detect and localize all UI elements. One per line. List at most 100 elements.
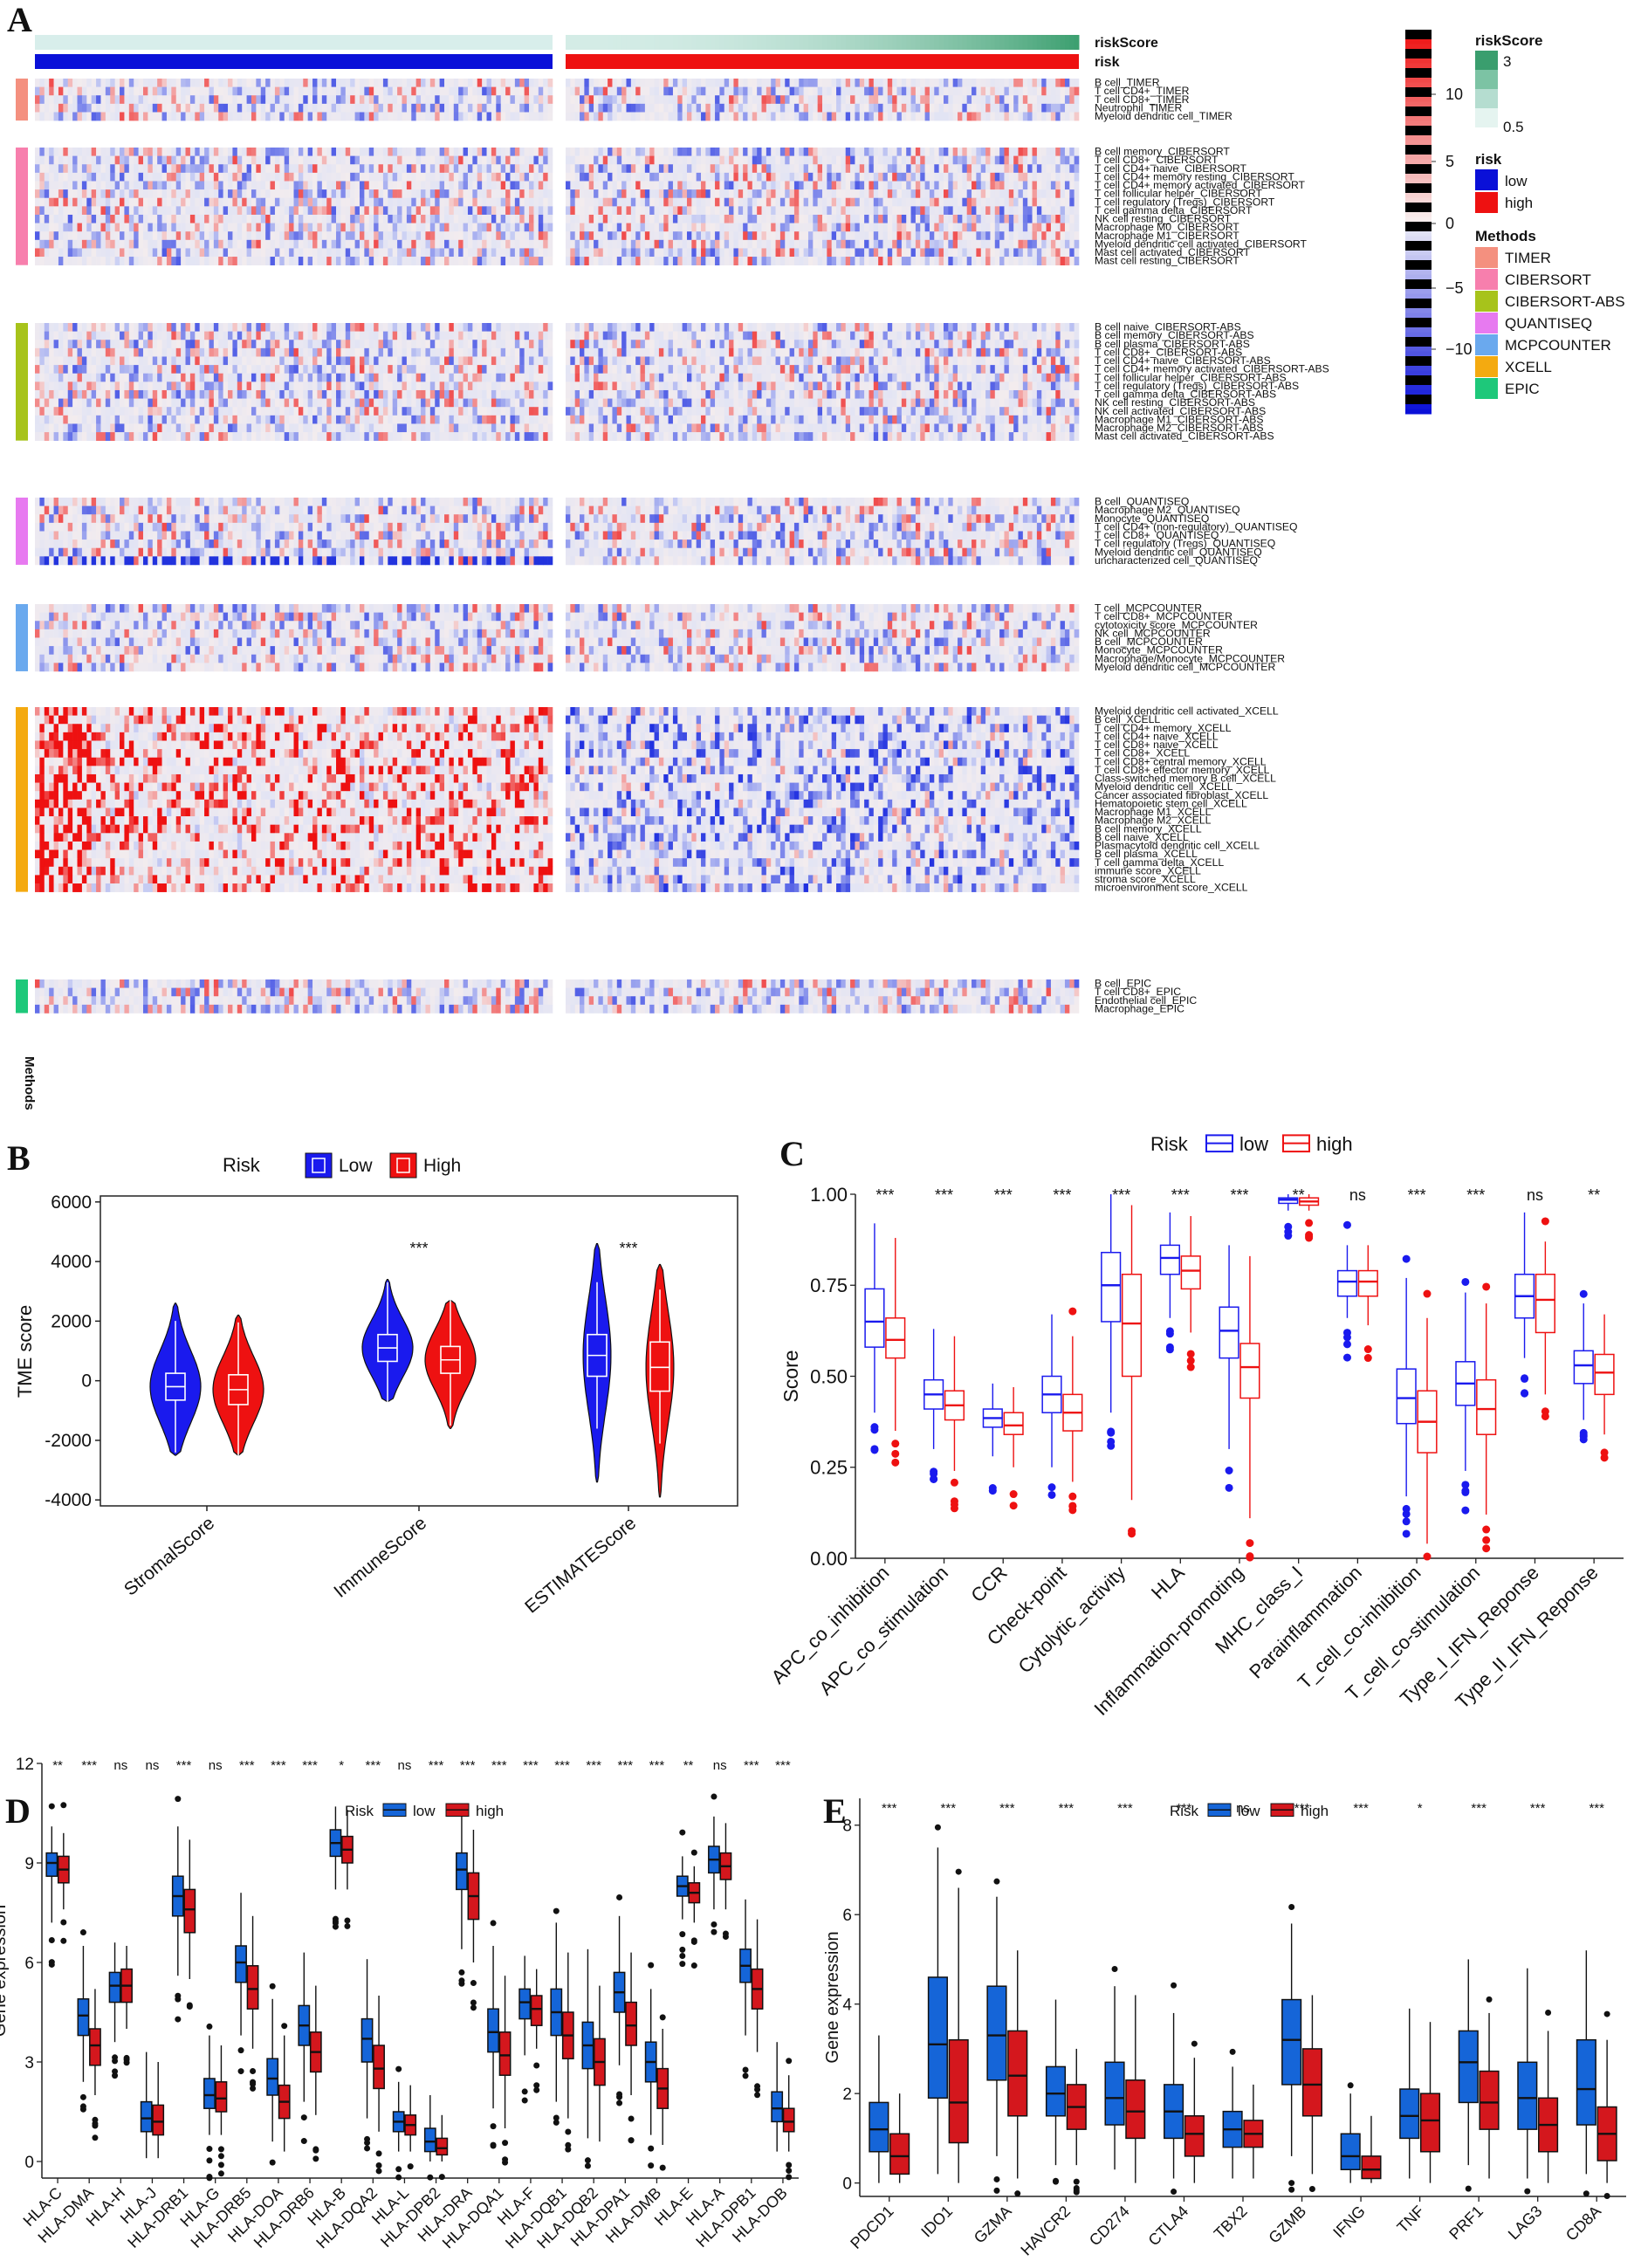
heatmap-cell	[482, 331, 487, 340]
heatmap-cell	[831, 103, 837, 113]
heatmap-cell	[952, 103, 958, 113]
heatmap-cell	[649, 231, 655, 241]
heatmap-cell	[505, 248, 511, 258]
heatmap-cell	[668, 223, 674, 232]
heatmap-cell	[924, 155, 930, 165]
heatmap-cell	[204, 112, 209, 121]
heatmap-cell	[397, 148, 402, 156]
heatmap-cell	[658, 197, 664, 207]
heatmap-cell	[663, 248, 669, 258]
heatmap-cell	[943, 239, 949, 249]
heatmap-cell	[161, 323, 168, 332]
heatmap-cell	[171, 340, 177, 349]
heatmap-cell	[317, 164, 323, 174]
heatmap-cell	[110, 340, 115, 349]
heatmap-cell	[105, 112, 111, 121]
heatmap-cell	[303, 86, 308, 96]
heatmap-cell	[128, 239, 134, 249]
heatmap-cell	[435, 86, 440, 96]
heatmap-cell	[378, 181, 384, 190]
heatmap-cell	[374, 239, 379, 249]
heatmap-cell	[44, 323, 50, 332]
heatmap-cell	[789, 86, 795, 96]
heatmap-cell	[799, 214, 804, 223]
heatmap-cell	[533, 86, 539, 96]
heatmap-cell	[439, 172, 445, 182]
heatmap-cell	[999, 231, 1005, 241]
heatmap-cell	[686, 181, 692, 190]
heatmap-cell	[966, 223, 972, 232]
heatmap-cell	[505, 331, 511, 340]
heatmap-cell	[836, 155, 841, 165]
heatmap-cell	[910, 231, 917, 241]
heatmap-cell	[710, 189, 716, 199]
heatmap-cell	[855, 197, 861, 207]
heatmap-cell	[887, 155, 893, 165]
heatmap-cell	[449, 148, 455, 156]
heatmap-cell	[35, 86, 40, 96]
heatmap-cell	[100, 95, 106, 105]
heatmap-cell	[392, 223, 398, 232]
heatmap-cell	[672, 239, 678, 249]
heatmap-cell	[686, 206, 692, 216]
heatmap-cell	[608, 148, 613, 156]
heatmap-cell	[307, 155, 313, 165]
heatmap-cell	[331, 214, 337, 223]
heatmap-cell	[626, 257, 632, 265]
heatmap-cell	[514, 206, 520, 216]
heatmap-cell	[640, 181, 646, 190]
heatmap-cell	[359, 112, 365, 121]
heatmap-cell	[1004, 148, 1010, 156]
heatmap-cell	[274, 148, 280, 156]
heatmap-cell	[724, 197, 730, 207]
heatmap-cell	[910, 340, 917, 349]
heatmap-cell	[663, 172, 669, 182]
heatmap-cell	[321, 86, 327, 96]
heatmap-cell	[612, 95, 618, 105]
heatmap-cell	[519, 155, 525, 165]
heatmap-cell	[58, 86, 64, 96]
heatmap-cell	[924, 112, 930, 121]
heatmap-cell	[822, 148, 827, 156]
heatmap-cell	[157, 86, 162, 96]
heatmap-cell	[985, 239, 991, 249]
heatmap-cell	[962, 86, 968, 96]
heatmap-cell	[260, 112, 266, 121]
heatmap-cell	[100, 181, 106, 190]
heatmap-cell	[218, 164, 223, 174]
heatmap-cell	[757, 323, 762, 332]
heatmap-cell	[53, 86, 59, 96]
heatmap-cell	[566, 248, 571, 258]
heatmap-cell	[710, 103, 716, 113]
heatmap-cell	[602, 206, 608, 216]
heatmap-cell	[841, 331, 847, 340]
heatmap-cell	[415, 197, 422, 207]
heatmap-cell	[686, 172, 692, 182]
heatmap-cell	[524, 181, 530, 190]
heatmap-cell	[1064, 95, 1070, 105]
heatmap-cell	[120, 248, 125, 258]
heatmap-cell	[608, 239, 613, 249]
heatmap-cell	[397, 257, 402, 265]
heatmap-cell	[39, 197, 45, 207]
heatmap-cell	[491, 231, 497, 241]
heatmap-cell	[134, 181, 139, 190]
heatmap-cell	[990, 164, 996, 174]
heatmap-cell	[307, 95, 313, 105]
heatmap-cell	[938, 155, 944, 165]
heatmap-cell	[621, 172, 627, 182]
heatmap-cell	[845, 197, 851, 207]
heatmap-cell	[105, 347, 111, 357]
heatmap-cell	[822, 248, 827, 258]
riskscore-cell	[831, 35, 837, 50]
heatmap-cell	[1018, 103, 1024, 113]
heatmap-cell	[850, 239, 855, 249]
heatmap-cell	[985, 214, 991, 223]
heatmap-cell	[110, 239, 115, 249]
riskscore-cell	[710, 35, 716, 50]
heatmap-cell	[105, 189, 111, 199]
heatmap-cell	[958, 155, 963, 165]
heatmap-cell	[813, 148, 818, 156]
heatmap-cell	[598, 197, 604, 207]
heatmap-cell	[189, 172, 196, 182]
